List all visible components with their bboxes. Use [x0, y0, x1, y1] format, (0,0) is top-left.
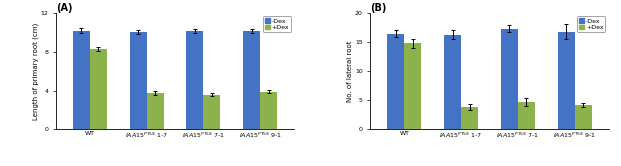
Bar [203, 95, 220, 129]
Bar [186, 31, 203, 129]
Bar [243, 31, 260, 129]
Bar [90, 49, 107, 129]
Bar [388, 34, 404, 129]
Y-axis label: Length of primary root (cm): Length of primary root (cm) [32, 23, 39, 120]
Bar [501, 29, 518, 129]
Bar [574, 105, 592, 129]
Text: (B): (B) [370, 2, 387, 12]
Bar [461, 107, 478, 129]
Text: (A): (A) [56, 2, 73, 12]
Bar [404, 43, 422, 129]
Bar [73, 31, 90, 129]
Bar [518, 102, 535, 129]
Bar [147, 93, 164, 129]
Y-axis label: No. of lateral root: No. of lateral root [347, 41, 353, 102]
Bar [130, 32, 147, 129]
Legend: -Dex, +Dex: -Dex, +Dex [263, 16, 291, 32]
Bar [260, 92, 277, 129]
Bar [444, 35, 461, 129]
Legend: -Dex, +Dex: -Dex, +Dex [577, 16, 605, 32]
Bar [558, 32, 574, 129]
